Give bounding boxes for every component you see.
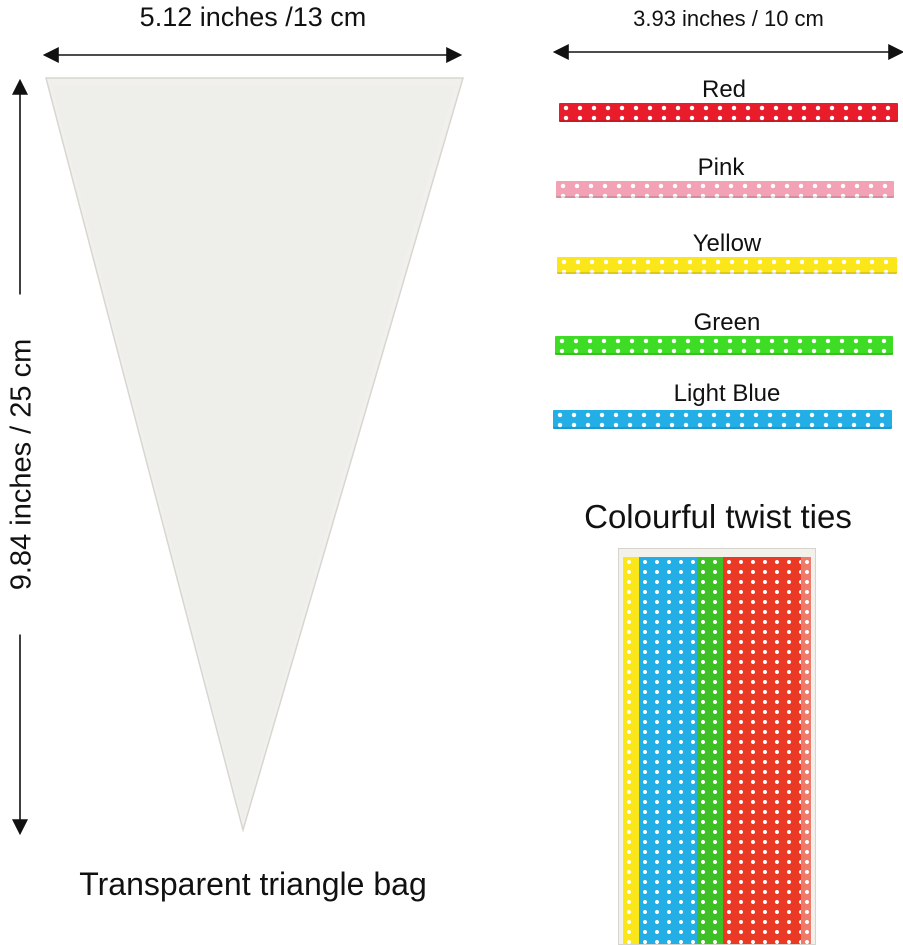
- tie-label-pink: Pink: [697, 154, 745, 181]
- tie-length-label: 3.93 inches / 10 cm: [633, 6, 824, 31]
- pack-strip-red: [723, 557, 801, 944]
- tie-label-yellow: Yellow: [692, 230, 762, 257]
- bag-height-label: 9.84 inches / 25 cm: [5, 294, 39, 635]
- pack-strip-pink: [801, 557, 811, 944]
- triangle-bag-fold: [52, 86, 455, 820]
- twist-ties-caption: Colourful twist ties: [584, 498, 852, 535]
- tie-label-red: Red: [701, 76, 747, 103]
- bag-width-label: 5.12 inches /13 cm: [139, 2, 367, 32]
- tie-yellow: [557, 257, 897, 274]
- pack-strip-blue: [639, 557, 697, 944]
- tie-light-blue: [553, 410, 892, 429]
- tie-label-light-blue: Light Blue: [673, 380, 781, 407]
- bag-caption: Transparent triangle bag: [79, 866, 427, 902]
- tie-pink: [556, 181, 894, 198]
- twist-ties-pack: [618, 548, 816, 945]
- tie-green: [555, 336, 893, 355]
- pack-strip-yellow: [623, 557, 639, 944]
- tie-red: [559, 103, 898, 122]
- pack-strip-green: [697, 557, 723, 944]
- tie-label-green: Green: [693, 309, 761, 336]
